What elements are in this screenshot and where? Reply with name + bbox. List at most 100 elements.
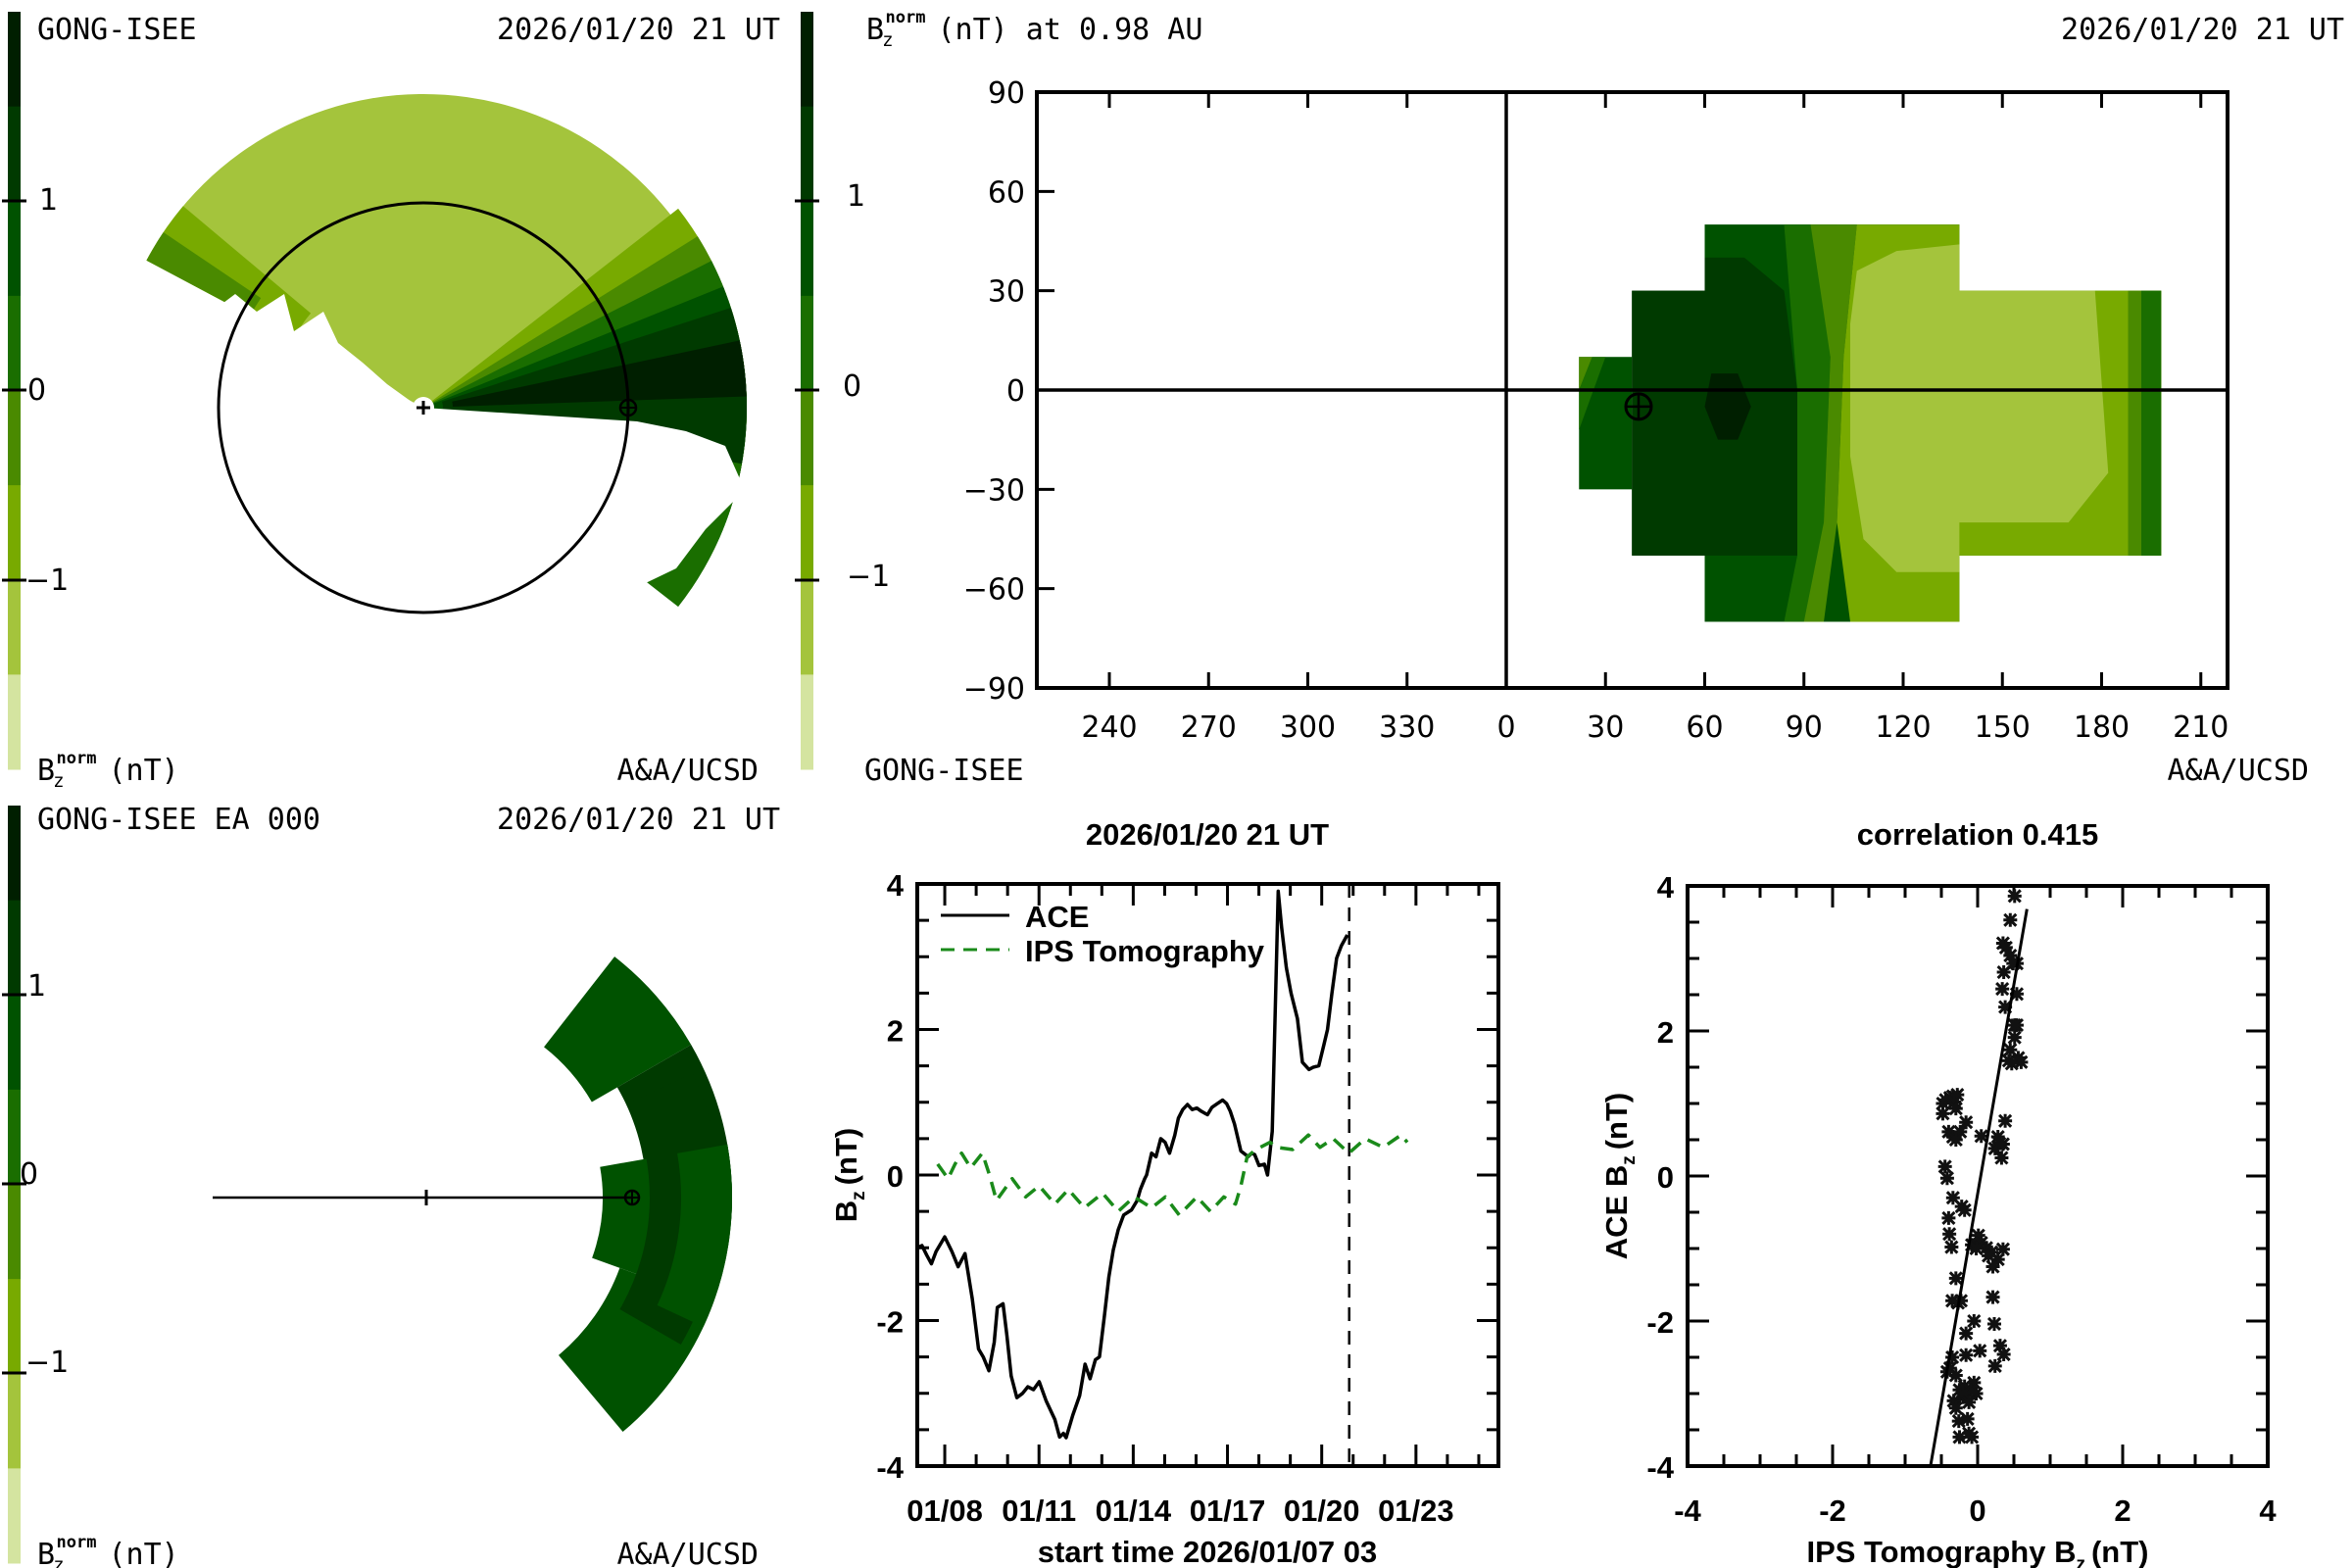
y-axis-label: ACE Bz(nT) [1599,1093,1640,1259]
lon-tick-label: 90 [1786,710,1823,745]
fit-line [1929,908,2029,1467]
colorbar-band [8,295,21,391]
latitude-tick-labels: 90 60 30 0 −30 −60 −90 [963,76,1025,707]
x-axis-label: start time 2026/01/07 03 [1038,1535,1377,1568]
lon-tick-label: 60 [1686,710,1723,745]
scatter-point [2003,1043,2018,1057]
scatter-chart: correlation 0.415 4 2 0 -2 -4 -4 -2 0 2 4 IPS To… [1599,817,2277,1568]
scatter-point [1960,1411,1975,1426]
scatter-point [1936,1106,1950,1121]
series-line-ace [916,889,1349,1440]
colorbar-band [801,579,813,675]
colorbar-band [801,295,813,391]
scatter-point [1963,1383,1978,1397]
scatter-point [1985,1290,2000,1304]
source-label: GONG-ISEE [37,13,197,47]
sun-icon [416,401,430,415]
scatter-point [1939,1171,1954,1186]
scatter-point [1953,1124,1968,1139]
scatter-point [1956,1386,1971,1401]
y-tick-label: 0 [887,1159,904,1194]
scatter-point [2004,1056,2019,1071]
units-label: Bznorm (nT) [37,749,179,792]
x-tick-label: 0 [1969,1494,1985,1528]
colorbar-band [801,12,813,108]
y-tick-label: 4 [887,868,905,903]
colorbar-band [801,485,813,581]
chart-title: 2026/01/20 21 UT [1086,817,1329,852]
scatter-point [1985,1259,2000,1274]
colorbar-tick-label: 0 [843,369,861,404]
scatter-plot-area [1686,884,2270,1468]
scatter-point [1992,1136,2007,1151]
scatter-point [1948,1102,1963,1116]
timestamp-label: 2026/01/20 21 UT [497,803,780,837]
colorbar-band [8,12,21,108]
lon-tick-label: 150 [1975,710,2031,745]
scatter-point [1965,1430,1980,1445]
lon-tick-label: 30 [1587,710,1624,745]
timestamp-label: 2026/01/20 21 UT [2061,13,2344,47]
timestamp-label: 2026/01/20 21 UT [497,13,780,47]
colorbar-tick-label: 0 [20,1157,38,1192]
colorbar-tick-label: −1 [25,1346,69,1380]
scatter-point [2009,987,2025,1002]
scatter-point [1996,1347,2011,1362]
colorbar-band [801,390,813,486]
contour-region-light [1850,244,2109,572]
x-tick-labels: 01/08 01/11 01/14 01/17 01/20 01/23 [906,1494,1453,1528]
lon-tick-label: 300 [1280,710,1336,745]
scatter-point [1937,1159,1952,1174]
scatter-point [1986,1316,2002,1332]
colorbar-top-right [795,12,819,770]
contour-region [1803,224,1857,622]
scatter-point [1969,1241,1984,1256]
scatter-point [1952,1430,1967,1445]
scatter-point [1942,1227,1957,1242]
scatter-point [1946,1394,1961,1408]
colorbar-tick-label: 0 [27,373,46,408]
chart-title: correlation 0.415 [1857,817,2098,852]
colorbar-band [8,674,21,770]
credit-label: A&A/UCSD [2168,754,2310,788]
y-tick-labels: 4 2 0 -2 -4 [1646,870,1674,1485]
credit-label: A&A/UCSD [617,1538,760,1568]
panel-top-right: 1 0 −1 Bznorm (nT) at 0.98 AU 2026/01/20 … [795,8,2344,788]
scatter-point [1938,1093,1953,1107]
scatter-point [1945,1294,1960,1308]
colorbar-ticks-bottom-left: 1 0 −1 [20,969,69,1380]
scatter-point [1962,1395,1977,1409]
y-tick-label: -4 [1646,1450,1674,1485]
scatter-point [2003,948,2018,963]
colorbar-band [8,1089,21,1185]
colorbar-band [8,806,21,902]
scatter-point [1951,1414,1966,1429]
scatter-point [1987,1358,2002,1373]
scatter-point [1948,1132,1963,1148]
scatter-point [1995,982,2010,997]
colorbar-tick-label: 1 [39,183,58,218]
contour-region [2141,290,2162,556]
ecliptic-polar-map [146,94,747,686]
lat-tick-label: 30 [988,275,1025,310]
earth-icon-cross [620,400,636,416]
scatter-point [1996,964,2011,980]
series-line-ips [936,1133,1409,1217]
y-tick-label: 0 [1657,1160,1674,1195]
map-title: Bznorm (nT) at 0.98 AU [866,8,1202,51]
scatter-point [1945,1349,1960,1365]
colorbar-bottom-left [2,806,26,1564]
x-tick-label: 01/20 [1284,1494,1360,1528]
latlon-map [1035,90,2230,690]
colorbar-top-left [2,12,26,770]
scatter-point [1959,1326,1974,1341]
contour-region [452,340,747,407]
colorbar-ticks-top-right: 1 0 −1 [843,179,890,594]
colorbar-band [8,390,21,486]
y-tick-label: 4 [1657,870,1675,905]
colorbar-band [8,1373,21,1469]
scatter-point [1974,1129,1988,1144]
x-tick-label: 2 [2114,1494,2131,1528]
scatter-point [1998,1113,2013,1128]
